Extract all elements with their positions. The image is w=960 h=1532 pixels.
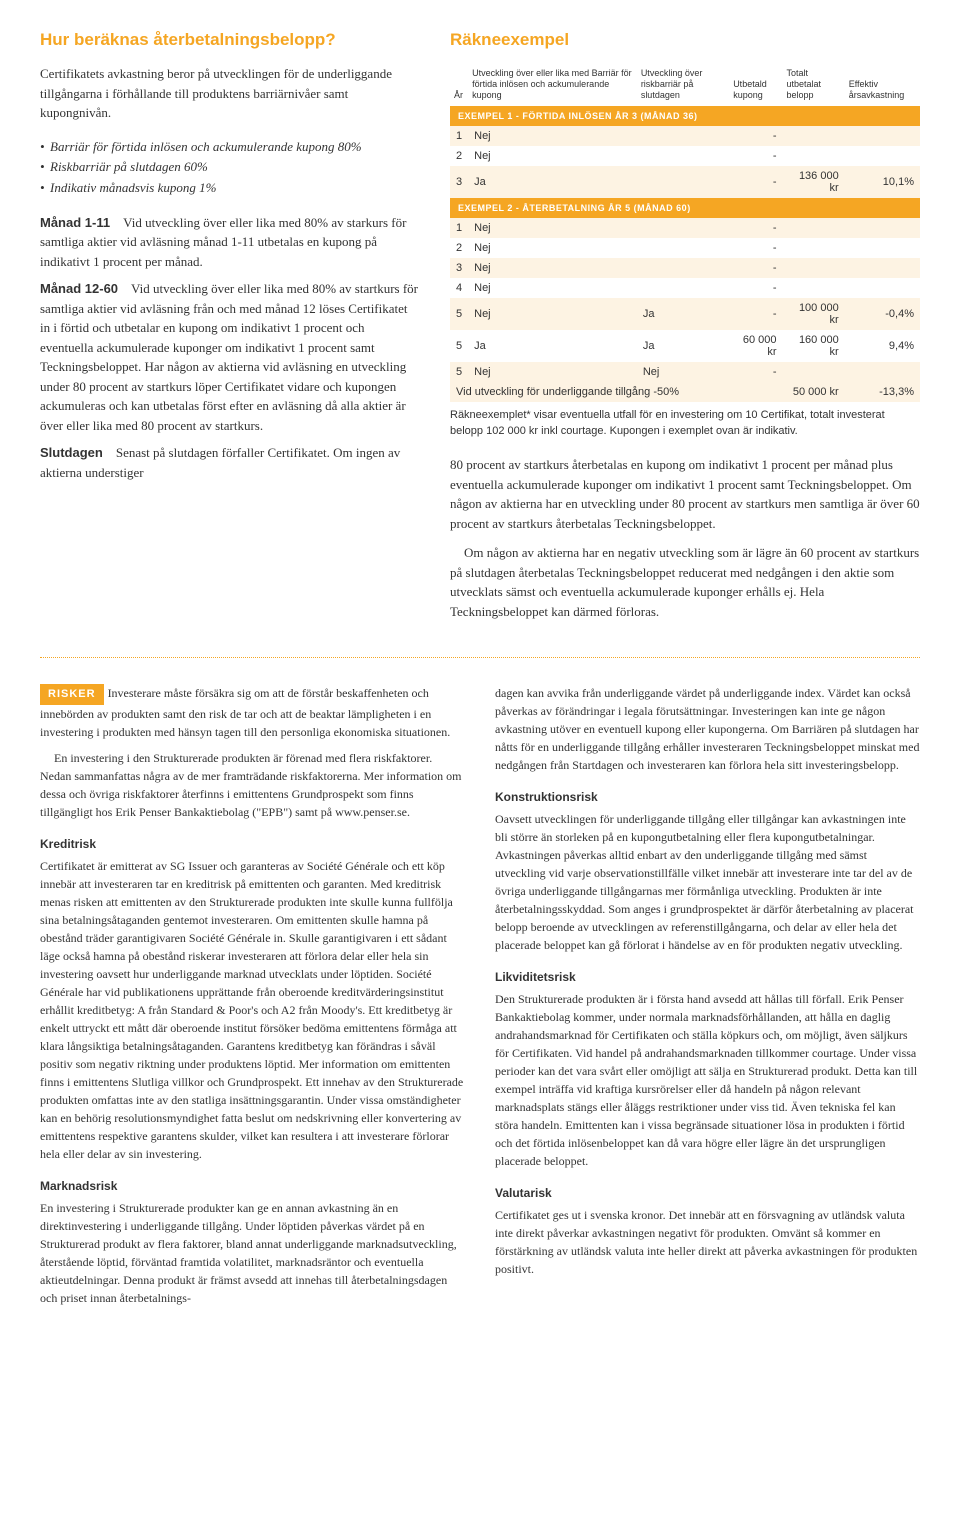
h-konstruktion: Konstruktionsrisk	[495, 788, 920, 806]
table-cell: 100 000 kr	[782, 298, 844, 330]
table-cell: Nej	[468, 146, 637, 166]
table-cell: -	[729, 126, 782, 146]
table-cell	[845, 362, 920, 382]
bullet-item: Riskbarriär på slutdagen 60%	[40, 157, 420, 178]
risker-intro-2: En investering i den Strukturerade produ…	[40, 749, 465, 821]
bullet-item: Indikativ månadsvis kupong 1%	[40, 178, 420, 199]
table-cell: 2	[450, 238, 468, 258]
table-cell	[782, 258, 844, 278]
table-cell	[782, 278, 844, 298]
table-cell	[845, 258, 920, 278]
para-month-12-60: Månad 12-60 Vid utveckling över eller li…	[40, 279, 420, 435]
table-cell: -	[729, 146, 782, 166]
section-divider	[40, 657, 920, 658]
table-cell: 5	[450, 298, 468, 330]
table-cell: -	[729, 278, 782, 298]
table-cell: 3	[450, 166, 468, 198]
table-footer-cell: 50 000 kr	[782, 382, 844, 402]
table-cell	[845, 278, 920, 298]
p-marknadsrisk: En investering i Strukturerade produkter…	[40, 1199, 465, 1307]
table-section-header: EXEMPEL 1 - FÖRTIDA INLÖSEN ÅR 3 (MÅNAD …	[450, 106, 920, 126]
table-cell: Ja	[468, 166, 637, 198]
th-barrier: Utveckling över eller lika med Barriär f…	[468, 64, 637, 106]
table-cell: 10,1%	[845, 166, 920, 198]
table-cell	[637, 146, 729, 166]
table-cell: Ja	[637, 330, 729, 362]
bullet-list: Barriär för förtida inlösen och ackumule…	[40, 137, 420, 199]
para-month-1-11: Månad 1-11 Vid utveckling över eller lik…	[40, 213, 420, 272]
th-year: År	[450, 64, 468, 106]
heading-right: Räkneexempel	[450, 30, 920, 50]
table-cell	[637, 126, 729, 146]
table-cell	[782, 238, 844, 258]
h-likviditet: Likviditetsrisk	[495, 968, 920, 986]
risker-badge: RISKER	[40, 684, 104, 705]
table-cell: 5	[450, 330, 468, 362]
table-cell: Nej	[468, 126, 637, 146]
table-cell: Nej	[468, 238, 637, 258]
table-cell: Nej	[468, 218, 637, 238]
h-kreditrisk: Kreditrisk	[40, 835, 465, 853]
table-cell: Nej	[468, 278, 637, 298]
heading-left: Hur beräknas återbetalningsbelopp?	[40, 30, 420, 50]
table-cell: Nej	[468, 258, 637, 278]
after-table-text: 80 procent av startkurs återbetalas en k…	[450, 455, 920, 621]
table-footer-cell: -13,3%	[845, 382, 920, 402]
table-cell: 4	[450, 278, 468, 298]
table-footer-cell: Vid utveckling för underliggande tillgån…	[450, 382, 782, 402]
th-total: Totalt utbetalat belopp	[782, 64, 844, 106]
table-cell	[637, 278, 729, 298]
table-cell	[782, 146, 844, 166]
table-cell	[845, 146, 920, 166]
h-marknadsrisk: Marknadsrisk	[40, 1177, 465, 1195]
table-cell: -	[729, 238, 782, 258]
table-cell: Nej	[468, 362, 637, 382]
table-cell	[637, 166, 729, 198]
table-cell: -	[729, 258, 782, 278]
table-cell: 160 000 kr	[782, 330, 844, 362]
table-cell: -	[729, 166, 782, 198]
table-cell	[845, 238, 920, 258]
bullet-item: Barriär för förtida inlösen och ackumule…	[40, 137, 420, 158]
p-cont: dagen kan avvika från underliggande värd…	[495, 684, 920, 774]
p-likviditet: Den Strukturerade produkten är i första …	[495, 990, 920, 1170]
th-kupong: Utbetald kupong	[729, 64, 782, 106]
p-valutarisk: Certifikatet ges ut i svenska kronor. De…	[495, 1206, 920, 1278]
table-cell	[637, 258, 729, 278]
table-cell: Nej	[468, 298, 637, 330]
para-slutdagen: Slutdagen Senast på slutdagen förfaller …	[40, 443, 420, 482]
example-table: År Utveckling över eller lika med Barriä…	[450, 64, 920, 439]
table-cell	[845, 126, 920, 146]
table-note: Räkneexemplet* visar eventuella utfall f…	[450, 408, 920, 439]
table-cell: -	[729, 362, 782, 382]
table-cell: Nej	[637, 362, 729, 382]
table-cell	[782, 126, 844, 146]
table-cell: -0,4%	[845, 298, 920, 330]
table-cell: 1	[450, 126, 468, 146]
table-cell: Ja	[468, 330, 637, 362]
h-valutarisk: Valutarisk	[495, 1184, 920, 1202]
table-cell: Ja	[637, 298, 729, 330]
table-cell: 136 000 kr	[782, 166, 844, 198]
risker-intro: RISKERInvesterare måste försäkra sig om …	[40, 684, 465, 741]
intro-text: Certifikatets avkastning beror på utveck…	[40, 64, 420, 123]
table-section-header: EXEMPEL 2 - ÅTERBETALNING ÅR 5 (MÅNAD 60…	[450, 198, 920, 218]
th-risk: Utveckling över riskbarriär på slutdagen	[637, 64, 729, 106]
table-cell: 5	[450, 362, 468, 382]
table-cell	[782, 362, 844, 382]
table-cell: 3	[450, 258, 468, 278]
table-cell: -	[729, 298, 782, 330]
table-cell: 1	[450, 218, 468, 238]
table-cell: 9,4%	[845, 330, 920, 362]
table-cell: 2	[450, 146, 468, 166]
th-eff: Effektiv årsavkastning	[845, 64, 920, 106]
p-kreditrisk: Certifikatet är emitterat av SG Issuer o…	[40, 857, 465, 1163]
table-cell: -	[729, 218, 782, 238]
p-konstruktion: Oavsett utvecklingen för underliggande t…	[495, 810, 920, 954]
table-cell	[845, 218, 920, 238]
table-cell: 60 000 kr	[729, 330, 782, 362]
table-cell	[782, 218, 844, 238]
table-cell	[637, 238, 729, 258]
table-cell	[637, 218, 729, 238]
